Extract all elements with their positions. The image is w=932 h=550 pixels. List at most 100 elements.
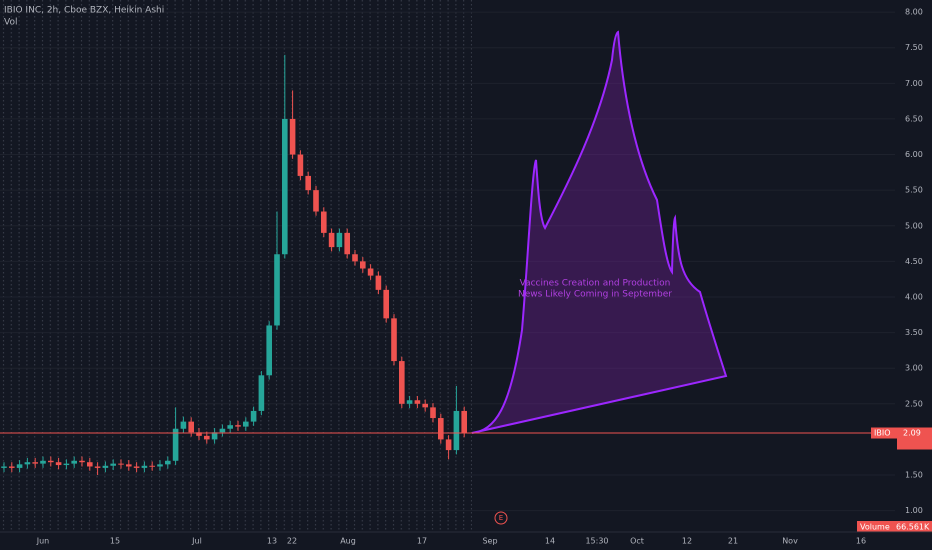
candle-body [227, 425, 233, 429]
volume-label: Volume [860, 523, 890, 532]
candle-body [63, 463, 70, 466]
candle-body [266, 325, 272, 376]
y-tick-label: 8.00 [905, 8, 923, 17]
y-tick-label: 4.00 [905, 292, 923, 301]
candle-body [9, 466, 15, 468]
candle-body [24, 462, 31, 465]
y-tick-label: 1.00 [905, 506, 923, 515]
candle-body [133, 466, 140, 468]
candle-body [461, 410, 467, 434]
annotation-text: News Likely Coming in September [518, 290, 672, 300]
candle-body [305, 175, 311, 191]
candle-body [110, 463, 116, 466]
y-tick-label: 5.50 [905, 186, 923, 195]
y-tick-label: 4.50 [905, 257, 923, 266]
candle-body [219, 428, 226, 433]
x-tick-label: 22 [287, 537, 297, 546]
price-badge [897, 427, 932, 450]
x-tick-label: 15 [110, 537, 120, 546]
candle-body [352, 254, 358, 262]
candle-body [375, 275, 382, 290]
candle-body [430, 407, 436, 419]
candle-body [289, 118, 296, 155]
candle-body [48, 460, 54, 463]
x-tick-label: Jun [36, 537, 50, 546]
candle-body [235, 425, 241, 427]
candle-body [149, 465, 155, 467]
candle-body [55, 462, 62, 466]
y-tick-label: 3.00 [905, 364, 923, 373]
candle-body [453, 410, 460, 451]
candle-body [258, 375, 265, 411]
candle-body [321, 211, 327, 233]
candle-body [87, 462, 93, 467]
candle-body [79, 460, 85, 463]
y-tick-label: 3.50 [905, 328, 923, 337]
candle-body [141, 465, 148, 468]
price-label: 2.09 [903, 429, 921, 438]
candle-body [157, 464, 163, 467]
candle-body [180, 421, 187, 429]
earnings-marker[interactable] [494, 511, 508, 525]
candle-body [274, 254, 280, 326]
candle-body [16, 464, 23, 468]
candle-body [165, 460, 171, 465]
candle-body [1, 466, 7, 468]
x-tick-label: 16 [856, 537, 866, 546]
candle-body [188, 421, 194, 433]
candle-body [367, 268, 374, 276]
y-tick-label: 6.00 [905, 150, 923, 159]
x-tick-label: 15:30 [585, 537, 608, 546]
session-grid [0, 0, 472, 530]
candle-body [383, 289, 389, 319]
x-tick-label: 12 [682, 537, 692, 546]
candle-body [196, 432, 202, 436]
symbol-badge [871, 427, 897, 439]
candle-body [445, 439, 452, 451]
x-tick-label: 21 [728, 537, 738, 546]
candle-body [313, 190, 319, 212]
x-tick-label: Sep [482, 537, 497, 546]
y-tick-label: 2.50 [905, 399, 923, 408]
candle-body [118, 463, 124, 465]
y-tick-label: 6.50 [905, 114, 923, 123]
candle-body [204, 435, 210, 440]
candle-body [211, 432, 218, 440]
x-tick-label: Aug [340, 537, 356, 546]
y-tick-label: 1.50 [905, 471, 923, 480]
candle-body [243, 421, 249, 427]
x-tick-label: 17 [417, 537, 427, 546]
x-tick-label: 13 [267, 537, 277, 546]
candle-body [344, 232, 350, 255]
candle-body [40, 460, 46, 464]
indicator-label: Vol [4, 18, 17, 28]
candle-body [250, 410, 257, 422]
y-tick-label: 7.00 [905, 79, 923, 88]
candle-body [297, 154, 304, 176]
x-tick-label: Jul [191, 537, 202, 546]
candle-body [71, 460, 77, 464]
earnings-label: E [499, 514, 503, 522]
projection-shape [471, 30, 728, 434]
x-tick-label: Nov [782, 537, 798, 546]
volume-value: 66.561K [896, 523, 930, 532]
chart-title: IBIO INC, 2h, Cboe BZX, Heikin Ashi [4, 6, 164, 16]
volume-badge [857, 521, 932, 532]
candle-body [282, 118, 288, 255]
x-tick-label: Oct [630, 537, 644, 546]
candle-body [32, 462, 38, 464]
y-tick-label: 5.00 [905, 221, 923, 230]
candle-body [336, 232, 343, 248]
candle-body [406, 400, 413, 404]
annotation-text: Vaccines Creation and Production [520, 279, 671, 289]
candle-body [102, 465, 109, 468]
candle-body [414, 400, 421, 404]
candle-body [422, 403, 428, 408]
x-tick-label: 14 [545, 537, 555, 546]
candle-body [438, 418, 444, 440]
candle-body [391, 318, 397, 362]
candle-body [126, 464, 132, 467]
candle-body [172, 428, 179, 461]
candle-body [328, 232, 335, 248]
